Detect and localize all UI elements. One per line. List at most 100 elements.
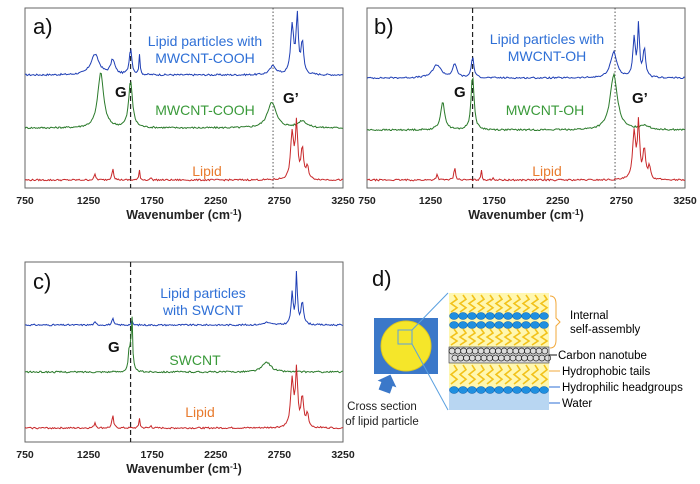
lipid-tail bbox=[530, 328, 540, 346]
lipid-headgroup bbox=[512, 312, 522, 320]
lipid-tail bbox=[503, 294, 513, 313]
x-tick-label: 3250 bbox=[673, 195, 697, 207]
lipid-headgroup bbox=[521, 312, 531, 320]
lipid-tail bbox=[476, 328, 486, 346]
arrow-up-icon bbox=[377, 374, 397, 394]
x-tick-label: 750 bbox=[358, 195, 376, 207]
label-internal: Internal bbox=[570, 310, 608, 322]
x-tick-label: 1750 bbox=[141, 195, 165, 207]
series-label: Lipid particles with bbox=[490, 31, 604, 47]
lipid-tail bbox=[485, 294, 495, 313]
lipid-tail bbox=[458, 294, 468, 313]
lipid-headgroup bbox=[485, 386, 495, 394]
lipid-tail bbox=[476, 294, 486, 313]
zoom-line-bottom bbox=[411, 343, 449, 411]
series-label: with SWCNT bbox=[162, 302, 244, 318]
lipid-tail bbox=[494, 294, 504, 313]
series-line-2 bbox=[25, 72, 343, 130]
lipid-headgroup bbox=[449, 386, 459, 394]
lipid-tail bbox=[476, 364, 486, 385]
series-line-2 bbox=[25, 316, 343, 374]
x-tick-label: 3250 bbox=[331, 195, 355, 207]
lipid-headgroup bbox=[449, 321, 459, 329]
lipid-tail bbox=[485, 328, 495, 346]
label-water: Water bbox=[562, 398, 592, 410]
x-tick-label: 2750 bbox=[268, 195, 292, 207]
lipid-headgroup bbox=[485, 312, 495, 320]
lipid-tail bbox=[458, 364, 468, 385]
lipid-headgroup bbox=[539, 321, 549, 329]
internal-brace bbox=[549, 295, 561, 349]
lipid-headgroup bbox=[458, 321, 468, 329]
lipid-tail bbox=[458, 328, 468, 346]
panel-a: a) Lipid particles withMWCNT-COOHMWCNT-C… bbox=[16, 7, 355, 222]
series-line-3 bbox=[25, 364, 343, 430]
panel-d: d) Cross section of lipid particle Inter… bbox=[345, 266, 683, 428]
lipid-tail bbox=[521, 328, 531, 346]
series-label: SWCNT bbox=[169, 352, 221, 368]
membrane-diagram bbox=[448, 293, 552, 410]
lipid-tail bbox=[512, 294, 522, 313]
panel-c-label: c) bbox=[33, 269, 51, 294]
lipid-tail bbox=[530, 364, 540, 385]
series-label: Lipid particles bbox=[160, 285, 246, 301]
lipid-tail bbox=[521, 364, 531, 385]
lipid-tail bbox=[539, 328, 549, 346]
lipid-tail bbox=[467, 294, 477, 313]
zoom-region-box bbox=[397, 329, 413, 345]
lipid-tail bbox=[503, 364, 513, 385]
cross-section-label-1: Cross section bbox=[347, 401, 417, 413]
x-tick-label: 1250 bbox=[77, 195, 101, 207]
lipid-tail bbox=[494, 364, 504, 385]
lipid-tail bbox=[521, 294, 531, 313]
panel-a-frame bbox=[24, 7, 344, 189]
x-axis-label: Wavenumber (cm-1) bbox=[126, 461, 241, 476]
lipid-headgroup bbox=[539, 312, 549, 320]
peak-label: G bbox=[108, 339, 120, 356]
lipid-headgroup bbox=[476, 386, 486, 394]
spectra-b bbox=[367, 8, 685, 188]
x-tick-label: 2250 bbox=[204, 449, 228, 461]
x-tick-label: 1750 bbox=[483, 195, 507, 207]
peak-label: G’ bbox=[632, 90, 648, 107]
lipid-headgroup bbox=[494, 321, 504, 329]
lipid-headgroup bbox=[476, 312, 486, 320]
lipid-headgroup bbox=[449, 312, 459, 320]
label-self-assembly: self-assembly bbox=[570, 324, 641, 336]
panel-b-frame bbox=[366, 7, 686, 189]
lipid-tail bbox=[485, 364, 495, 385]
series-label: MWCNT-COOH bbox=[155, 50, 255, 66]
lipid-tail bbox=[512, 328, 522, 346]
panel-b: b) Lipid particles withMWCNT-OHMWCNT-OHL… bbox=[358, 7, 697, 222]
label-hydrophilic-headgroups: Hydrophilic headgroups bbox=[562, 382, 683, 394]
lipid-tail bbox=[449, 364, 459, 385]
peak-label: G bbox=[454, 84, 466, 101]
lipid-tail bbox=[449, 294, 459, 313]
lipid-headgroup bbox=[467, 386, 477, 394]
lipid-headgroup bbox=[530, 312, 540, 320]
series-label: Lipid bbox=[185, 404, 215, 420]
series-line-1 bbox=[25, 270, 343, 327]
nanotube-hexagon bbox=[541, 347, 549, 355]
x-tick-label: 1250 bbox=[419, 195, 443, 207]
lipid-headgroup bbox=[494, 386, 504, 394]
lipid-headgroup bbox=[458, 312, 468, 320]
lipid-headgroup bbox=[530, 386, 540, 394]
series-line-1 bbox=[367, 21, 685, 80]
series-label: Lipid particles with bbox=[148, 33, 262, 49]
lipid-headgroup bbox=[458, 386, 468, 394]
x-tick-label: 750 bbox=[16, 449, 34, 461]
x-tick-label: 2250 bbox=[546, 195, 570, 207]
lipid-tail bbox=[503, 328, 513, 346]
lipid-tail bbox=[467, 328, 477, 346]
lipid-headgroup bbox=[476, 321, 486, 329]
lipid-headgroup bbox=[485, 321, 495, 329]
series-line-3 bbox=[25, 117, 343, 182]
x-tick-label: 750 bbox=[16, 195, 34, 207]
series-line-1 bbox=[25, 10, 343, 77]
panel-c-frame bbox=[24, 261, 344, 443]
lipid-headgroup bbox=[503, 312, 513, 320]
panel-d-label: d) bbox=[372, 266, 392, 291]
